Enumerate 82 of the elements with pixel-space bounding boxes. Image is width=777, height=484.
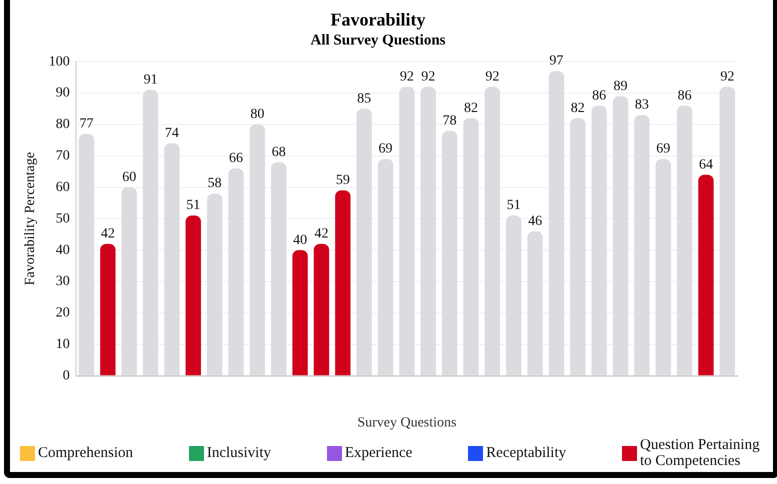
data-label: 58 [208, 176, 222, 192]
data-label: 86 [592, 88, 606, 104]
bar [698, 174, 714, 376]
data-label: 77 [79, 116, 94, 132]
data-label: 92 [720, 69, 734, 84]
x-axis-title: Survey Questions [357, 415, 456, 430]
data-label: 42 [314, 226, 328, 242]
bar [548, 71, 564, 376]
data-label: 85 [357, 91, 372, 106]
y-tick-label: 60 [56, 180, 70, 195]
data-label: 80 [250, 107, 264, 122]
bar [292, 250, 308, 376]
y-tick-label: 90 [56, 86, 70, 101]
legend-label: Receptability [486, 445, 566, 461]
bar [399, 86, 415, 376]
bar [591, 106, 607, 376]
bar [335, 190, 351, 376]
bar [271, 162, 286, 376]
data-label: 78 [442, 113, 457, 128]
legend-label: Question Pertaining to Competencies [640, 437, 761, 469]
data-label: 92 [485, 69, 500, 84]
y-tick-label: 50 [56, 211, 70, 226]
data-label: 83 [634, 98, 649, 113]
data-label: 69 [378, 142, 393, 157]
bar [484, 86, 500, 376]
bar [720, 86, 736, 376]
bar [442, 130, 458, 376]
y-tick-label: 40 [56, 242, 70, 258]
data-label: 51 [506, 198, 521, 214]
data-label: 92 [400, 69, 414, 84]
bar [164, 143, 180, 376]
data-label: 64 [698, 157, 713, 172]
bar [378, 159, 394, 376]
data-label: 69 [656, 142, 670, 157]
bar [100, 244, 116, 376]
bar [463, 118, 479, 376]
data-label: 82 [570, 100, 585, 116]
bar [676, 106, 692, 376]
legend-label: Inclusivity [206, 445, 272, 461]
data-label: 59 [336, 173, 350, 188]
y-tick-label: 100 [48, 54, 70, 70]
data-label: 92 [421, 69, 436, 84]
y-tick-label: 0 [62, 368, 70, 384]
bar [612, 96, 628, 376]
bar [250, 124, 266, 376]
y-tick-label: 80 [56, 117, 70, 132]
data-label: 91 [144, 72, 158, 88]
bar [206, 194, 222, 376]
bar [527, 231, 543, 376]
data-label: 82 [464, 100, 478, 116]
data-label: 60 [122, 170, 136, 185]
data-label: 51 [186, 198, 200, 214]
y-tick-label: 70 [56, 148, 70, 164]
y-tick-label: 20 [56, 306, 70, 321]
data-label: 46 [528, 214, 542, 229]
data-label: 42 [100, 226, 115, 242]
data-label: 66 [229, 151, 244, 166]
legend-label: Comprehension [38, 445, 133, 461]
bar [228, 168, 244, 376]
bar [122, 187, 137, 376]
bar [314, 244, 330, 376]
data-label: 86 [678, 88, 692, 104]
bar [142, 90, 158, 376]
chart-title: Favorability [330, 9, 426, 30]
chart-subtitle: All Survey Questions [310, 32, 446, 48]
data-label: 68 [272, 144, 286, 160]
bar [634, 115, 650, 376]
y-tick-label: 30 [56, 274, 70, 290]
data-label: 40 [293, 232, 308, 248]
bar [506, 216, 522, 376]
y-tick-label: 10 [56, 337, 70, 352]
bar [78, 134, 94, 376]
y-axis-title: Favorability Percentage [23, 152, 38, 286]
data-label: 74 [164, 126, 179, 141]
bar [420, 86, 436, 376]
bar [656, 159, 671, 376]
bar [570, 118, 586, 376]
bar [186, 216, 201, 376]
legend-label: Experience [344, 445, 412, 461]
data-label: 89 [614, 78, 628, 94]
data-label: 97 [549, 54, 564, 69]
bar [356, 108, 372, 376]
